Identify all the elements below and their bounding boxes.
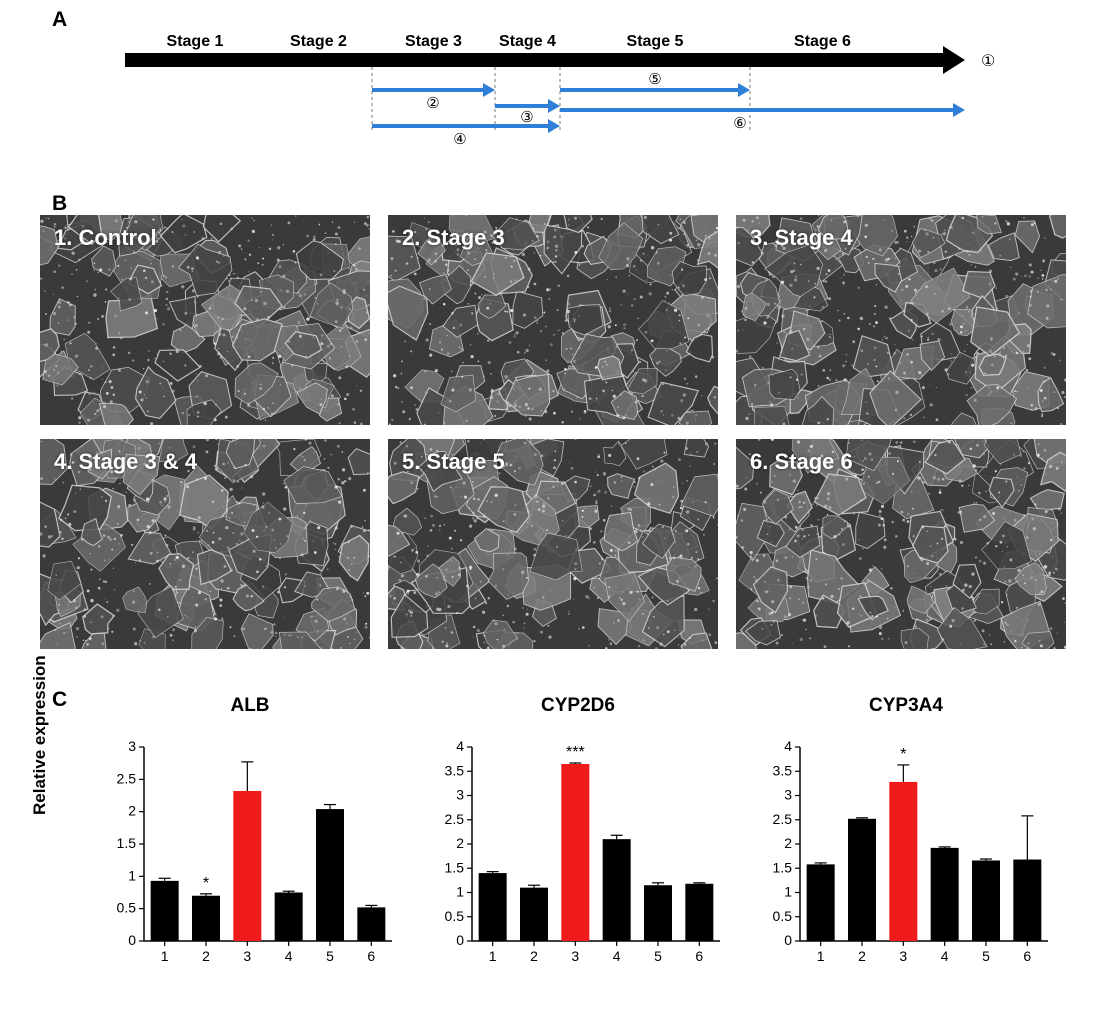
svg-text:④: ④ xyxy=(453,131,466,148)
chart-title: ALB xyxy=(100,695,400,717)
svg-text:②: ② xyxy=(426,95,439,112)
svg-text:⑤: ⑤ xyxy=(648,71,661,88)
chart-cyp3a4: CYP3A4 0 0.5 1 1.5 2 2.5 3 3.5 4 1 2 3 * 4 5 6 xyxy=(756,695,1056,974)
svg-text:2: 2 xyxy=(530,948,538,964)
panel-a: Stage 1 Stage 2 Stage 3 Stage 4 Stage 5 Stage… xyxy=(40,10,1000,170)
svg-text:6: 6 xyxy=(367,948,375,964)
svg-text:3: 3 xyxy=(571,948,579,964)
micrograph-5: 5. Stage 5 xyxy=(388,439,718,649)
svg-text:2: 2 xyxy=(202,948,210,964)
svg-text:6: 6 xyxy=(1023,948,1031,964)
svg-text:1.5: 1.5 xyxy=(117,835,137,851)
svg-text:1: 1 xyxy=(456,884,464,900)
svg-text:1: 1 xyxy=(489,948,497,964)
svg-text:5: 5 xyxy=(654,948,662,964)
micrograph-label: 4. Stage 3 & 4 xyxy=(54,449,197,475)
micrograph-1: 1. Control xyxy=(40,215,370,425)
svg-text:2.5: 2.5 xyxy=(445,811,465,827)
chart-cyp2d6: CYP2D6 0 0.5 1 1.5 2 2.5 3 3.5 4 1 2 3 *** 4 5 6 xyxy=(428,695,728,974)
svg-text:2.5: 2.5 xyxy=(117,770,137,786)
svg-text:Stage 3: Stage 3 xyxy=(405,33,462,50)
svg-text:0.5: 0.5 xyxy=(445,908,465,924)
svg-text:4: 4 xyxy=(613,948,621,964)
svg-text:3: 3 xyxy=(899,948,907,964)
svg-text:0: 0 xyxy=(456,932,464,948)
svg-text:0: 0 xyxy=(784,932,792,948)
micrograph-6: 6. Stage 6 xyxy=(736,439,1066,649)
svg-text:3.5: 3.5 xyxy=(773,762,793,778)
svg-text:3: 3 xyxy=(784,787,792,803)
micrograph-label: 6. Stage 6 xyxy=(750,449,853,475)
svg-text:4: 4 xyxy=(456,738,464,754)
svg-text:⑥: ⑥ xyxy=(733,115,746,132)
svg-text:0.5: 0.5 xyxy=(773,908,793,924)
svg-text:Stage 5: Stage 5 xyxy=(627,33,684,50)
svg-text:3: 3 xyxy=(456,787,464,803)
micrograph-grid: 1. Control 2. Stage 3 3. Stage 4 4. Stage 3… xyxy=(40,215,1065,649)
panel-b: 1. Control 2. Stage 3 3. Stage 4 4. Stage 3… xyxy=(40,215,1065,649)
timeline-diagram: Stage 1 Stage 2 Stage 3 Stage 4 Stage 5 Stage… xyxy=(40,10,1000,170)
svg-text:1: 1 xyxy=(128,867,136,883)
svg-text:3: 3 xyxy=(243,948,251,964)
svg-text:0: 0 xyxy=(128,932,136,948)
bar-charts-row: ALB 0 0.5 1 1.5 2 2.5 3 1 2 * 3 4 5 6 CYP2D6 0 0.5 1 1.5 2 2.… xyxy=(40,695,1065,974)
svg-text:③: ③ xyxy=(520,109,533,126)
svg-text:1.5: 1.5 xyxy=(445,859,465,875)
svg-text:Stage 2: Stage 2 xyxy=(290,33,347,50)
svg-text:4: 4 xyxy=(285,948,293,964)
svg-text:1: 1 xyxy=(784,884,792,900)
svg-text:3: 3 xyxy=(128,738,136,754)
svg-text:2: 2 xyxy=(456,835,464,851)
svg-text:2: 2 xyxy=(128,803,136,819)
svg-text:2.5: 2.5 xyxy=(773,811,793,827)
svg-text:1: 1 xyxy=(817,948,825,964)
chart-alb: ALB 0 0.5 1 1.5 2 2.5 3 1 2 * 3 4 5 6 xyxy=(100,695,400,974)
chart-title: CYP2D6 xyxy=(428,695,728,717)
svg-text:Stage 6: Stage 6 xyxy=(794,33,851,50)
micrograph-label: 3. Stage 4 xyxy=(750,225,853,251)
svg-text:2: 2 xyxy=(784,835,792,851)
svg-text:*: * xyxy=(900,746,906,763)
micrograph-4: 4. Stage 3 & 4 xyxy=(40,439,370,649)
svg-text:1.5: 1.5 xyxy=(773,859,793,875)
svg-text:5: 5 xyxy=(326,948,334,964)
svg-text:4: 4 xyxy=(941,948,949,964)
micrograph-label: 5. Stage 5 xyxy=(402,449,505,475)
svg-text:0.5: 0.5 xyxy=(117,900,137,916)
svg-text:***: *** xyxy=(566,744,585,761)
micrograph-label: 1. Control xyxy=(54,225,157,251)
svg-text:Stage 1: Stage 1 xyxy=(167,33,224,50)
svg-text:3.5: 3.5 xyxy=(445,762,465,778)
svg-text:2: 2 xyxy=(858,948,866,964)
panel-c: Relative expression ALB00.511.522.5312*3… xyxy=(40,695,1065,995)
micrograph-2: 2. Stage 3 xyxy=(388,215,718,425)
svg-text:①: ① xyxy=(981,53,995,70)
svg-text:5: 5 xyxy=(982,948,990,964)
svg-text:Stage 4: Stage 4 xyxy=(499,33,556,50)
panel-b-label: B xyxy=(52,192,67,216)
chart-title: CYP3A4 xyxy=(756,695,1056,717)
y-axis-label: Relative expression xyxy=(30,655,50,815)
micrograph-label: 2. Stage 3 xyxy=(402,225,505,251)
svg-text:6: 6 xyxy=(695,948,703,964)
svg-text:*: * xyxy=(203,875,209,892)
svg-text:1: 1 xyxy=(161,948,169,964)
svg-text:4: 4 xyxy=(784,738,792,754)
micrograph-3: 3. Stage 4 xyxy=(736,215,1066,425)
